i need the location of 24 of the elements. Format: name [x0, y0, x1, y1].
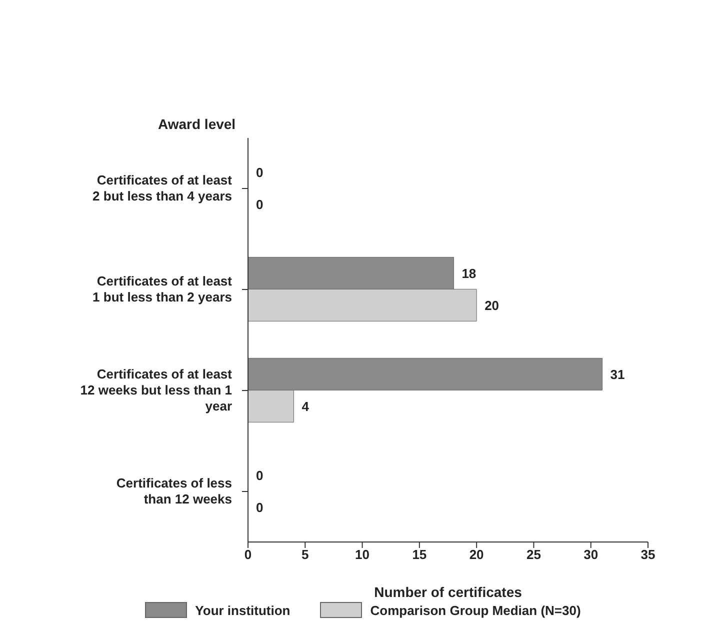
y-tick-label: Certificates of less than 12 weeks [116, 476, 232, 506]
data-label: 4 [302, 399, 310, 414]
x-tick-label: 15 [412, 547, 427, 562]
y-tick-label: Certificates of at least 2 but less than 4 years [92, 172, 233, 204]
x-tick-label: 0 [244, 547, 252, 562]
data-label: 18 [462, 266, 476, 282]
x-tick-label: 10 [355, 547, 370, 562]
x-tick-label: 35 [640, 547, 656, 562]
x-tick-label: 30 [584, 547, 598, 562]
data-label: 0 [256, 197, 264, 212]
data-label: 31 [610, 367, 625, 382]
x-tick-label: 5 [302, 547, 309, 562]
legend-label: Comparison Group Median (N=30) [370, 602, 581, 618]
y-tick-label: Certificates of at least 12 weeks but less than 1 year [80, 366, 233, 414]
x-tick-label: 20 [469, 547, 484, 562]
y-tick-label: Certificates of at least 1 but less than 2 years [92, 274, 233, 304]
legend-label: Your institution [195, 602, 290, 618]
y-axis-title: Award level [158, 116, 236, 132]
data-label: 0 [256, 165, 264, 180]
x-axis-title: Number of certificates [374, 584, 522, 600]
data-label: 0 [256, 468, 264, 484]
data-label: 20 [484, 298, 500, 314]
x-tick-label: 25 [526, 547, 541, 562]
data-label: 0 [256, 500, 264, 516]
